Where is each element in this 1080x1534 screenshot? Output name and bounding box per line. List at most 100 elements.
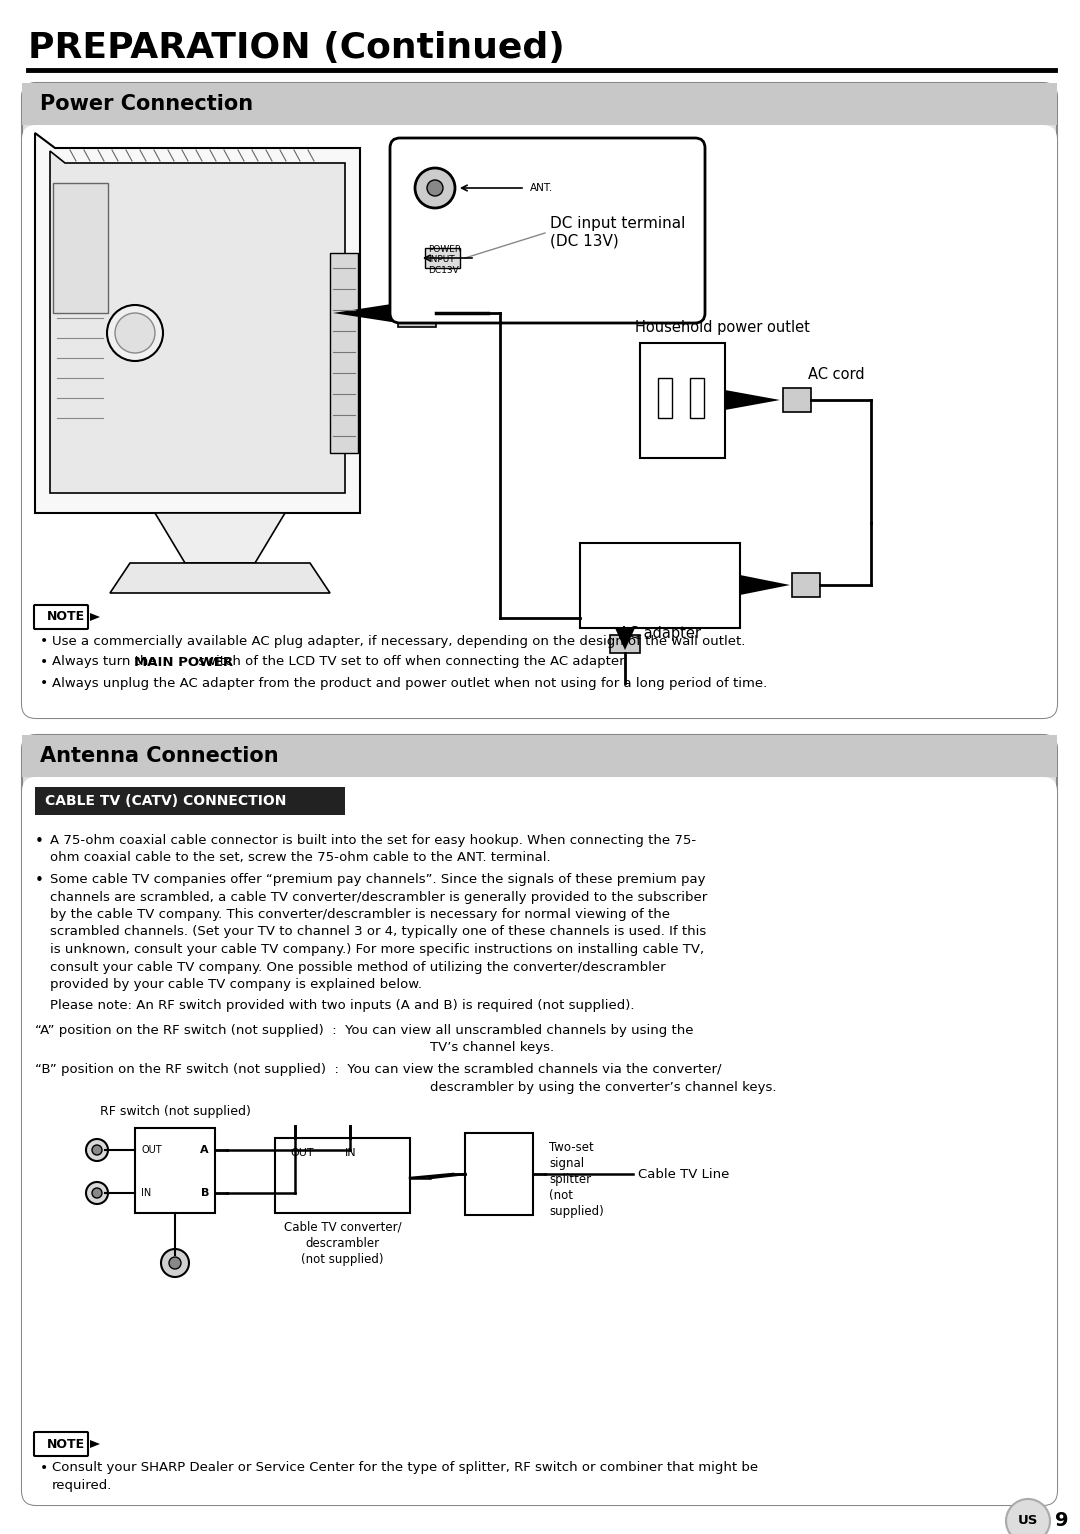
Circle shape	[415, 169, 455, 209]
Bar	[22, 755, 1057, 778]
Bar	[658, 377, 672, 417]
Text: supplied): supplied)	[549, 1206, 604, 1218]
Text: PREPARATION (Continued): PREPARATION (Continued)	[28, 31, 565, 64]
Polygon shape	[110, 563, 330, 594]
Bar	[610, 635, 640, 653]
Text: scrambled channels. (Set your TV to channel 3 or 4, typically one of these chann: scrambled channels. (Set your TV to chan…	[50, 925, 706, 939]
Text: switch of the LCD TV set to off when connecting the AC adapter.: switch of the LCD TV set to off when con…	[194, 655, 627, 669]
Text: •: •	[40, 1460, 49, 1476]
Bar	[22, 735, 1057, 778]
Text: IN: IN	[141, 1187, 151, 1198]
Bar	[22, 103, 1057, 124]
Text: CABLE TV (CATV) CONNECTION: CABLE TV (CATV) CONNECTION	[45, 795, 286, 808]
FancyBboxPatch shape	[22, 735, 1057, 1505]
Circle shape	[92, 1187, 102, 1198]
Text: channels are scrambled, a cable TV converter/descrambler is generally provided t: channels are scrambled, a cable TV conve…	[50, 891, 707, 904]
Circle shape	[114, 313, 156, 353]
Text: Two-set: Two-set	[549, 1141, 594, 1154]
Text: NOTE: NOTE	[48, 611, 85, 623]
Text: •: •	[40, 676, 49, 690]
Polygon shape	[725, 390, 780, 410]
FancyBboxPatch shape	[22, 83, 1057, 124]
Text: signal: signal	[549, 1157, 584, 1170]
FancyBboxPatch shape	[22, 124, 1057, 718]
Bar	[53, 183, 108, 313]
Circle shape	[86, 1140, 108, 1161]
Text: ANT.: ANT.	[530, 183, 553, 193]
FancyBboxPatch shape	[33, 604, 87, 629]
FancyBboxPatch shape	[22, 735, 1057, 778]
Circle shape	[168, 1256, 181, 1269]
Polygon shape	[333, 304, 399, 324]
Text: provided by your cable TV company is explained below.: provided by your cable TV company is exp…	[50, 979, 422, 991]
Text: “B” position on the RF switch (not supplied)  :  You can view the scrambled chan: “B” position on the RF switch (not suppl…	[35, 1063, 721, 1075]
Text: is unknown, consult your cable TV company.) For more specific instructions on in: is unknown, consult your cable TV compan…	[50, 943, 704, 956]
Text: US: US	[1017, 1514, 1038, 1528]
Text: ohm coaxial cable to the set, screw the 75-ohm cable to the ANT. terminal.: ohm coaxial cable to the set, screw the …	[50, 851, 551, 865]
Text: NOTE: NOTE	[48, 1437, 85, 1451]
Text: OUT: OUT	[141, 1144, 162, 1155]
Polygon shape	[615, 627, 635, 650]
Text: (not supplied): (not supplied)	[301, 1253, 383, 1266]
Bar	[22, 83, 1057, 124]
Circle shape	[92, 1144, 102, 1155]
Text: POWER
INPUT
DC13V: POWER INPUT DC13V	[428, 245, 461, 275]
Polygon shape	[50, 150, 345, 492]
Text: •: •	[40, 655, 49, 669]
Text: splitter: splitter	[549, 1174, 591, 1186]
Text: 9: 9	[1055, 1511, 1068, 1531]
Circle shape	[1005, 1499, 1050, 1534]
Polygon shape	[156, 512, 285, 563]
Text: RF switch (not supplied): RF switch (not supplied)	[99, 1104, 251, 1118]
Bar	[275, 1138, 410, 1213]
Bar	[783, 388, 811, 413]
FancyBboxPatch shape	[390, 138, 705, 324]
Text: by the cable TV company. This converter/descrambler is necessary for normal view: by the cable TV company. This converter/…	[50, 908, 670, 920]
Polygon shape	[90, 614, 100, 621]
Polygon shape	[740, 575, 789, 595]
Text: Some cable TV companies offer “premium pay channels”. Since the signals of these: Some cable TV companies offer “premium p…	[50, 873, 705, 887]
Bar	[580, 543, 740, 627]
Text: Use a commercially available AC plug adapter, if necessary, depending on the des: Use a commercially available AC plug ada…	[52, 635, 745, 647]
Text: A: A	[201, 1144, 210, 1155]
Text: A 75-ohm coaxial cable connector is built into the set for easy hookup. When con: A 75-ohm coaxial cable connector is buil…	[50, 834, 697, 847]
Bar	[465, 1134, 534, 1215]
Text: TV’s channel keys.: TV’s channel keys.	[430, 1042, 554, 1054]
Text: (not: (not	[549, 1189, 573, 1203]
Bar	[135, 1127, 215, 1213]
Text: Please note: An RF switch provided with two inputs (A and B) is required (not su: Please note: An RF switch provided with …	[50, 999, 635, 1011]
Circle shape	[107, 305, 163, 360]
Text: required.: required.	[52, 1479, 112, 1491]
Text: (DC 13V): (DC 13V)	[550, 235, 619, 249]
Bar	[330, 253, 357, 453]
Bar	[399, 299, 436, 327]
Text: MAIN POWER: MAIN POWER	[134, 655, 233, 669]
Text: DC input terminal: DC input terminal	[550, 216, 686, 232]
Text: Always unplug the AC adapter from the product and power outlet when not using fo: Always unplug the AC adapter from the pr…	[52, 676, 767, 689]
Text: OUT: OUT	[291, 1147, 313, 1158]
FancyBboxPatch shape	[22, 778, 1057, 1505]
Text: descrambler by using the converter’s channel keys.: descrambler by using the converter’s cha…	[430, 1080, 777, 1094]
Text: AC cord: AC cord	[808, 367, 865, 382]
Text: •: •	[35, 873, 44, 888]
Text: B: B	[201, 1187, 210, 1198]
Text: Cable TV Line: Cable TV Line	[638, 1167, 729, 1181]
Text: “A” position on the RF switch (not supplied)  :  You can view all unscrambled ch: “A” position on the RF switch (not suppl…	[35, 1025, 693, 1037]
Circle shape	[161, 1249, 189, 1276]
Circle shape	[427, 179, 443, 196]
Text: Power Connection: Power Connection	[40, 94, 253, 114]
Text: AC adapter: AC adapter	[619, 626, 701, 641]
Text: •: •	[40, 634, 49, 647]
Text: Antenna Connection: Antenna Connection	[40, 746, 279, 765]
Text: descrambler: descrambler	[306, 1236, 379, 1250]
Text: consult your cable TV company. One possible method of utilizing the converter/de: consult your cable TV company. One possi…	[50, 960, 665, 974]
Text: Household power outlet: Household power outlet	[635, 321, 810, 334]
Bar	[640, 344, 725, 459]
Polygon shape	[35, 133, 360, 512]
Bar	[792, 574, 820, 597]
Text: Always turn the: Always turn the	[52, 655, 161, 669]
FancyBboxPatch shape	[22, 83, 1057, 718]
Text: •: •	[35, 834, 44, 848]
Bar	[426, 249, 460, 268]
Text: IN: IN	[345, 1147, 356, 1158]
